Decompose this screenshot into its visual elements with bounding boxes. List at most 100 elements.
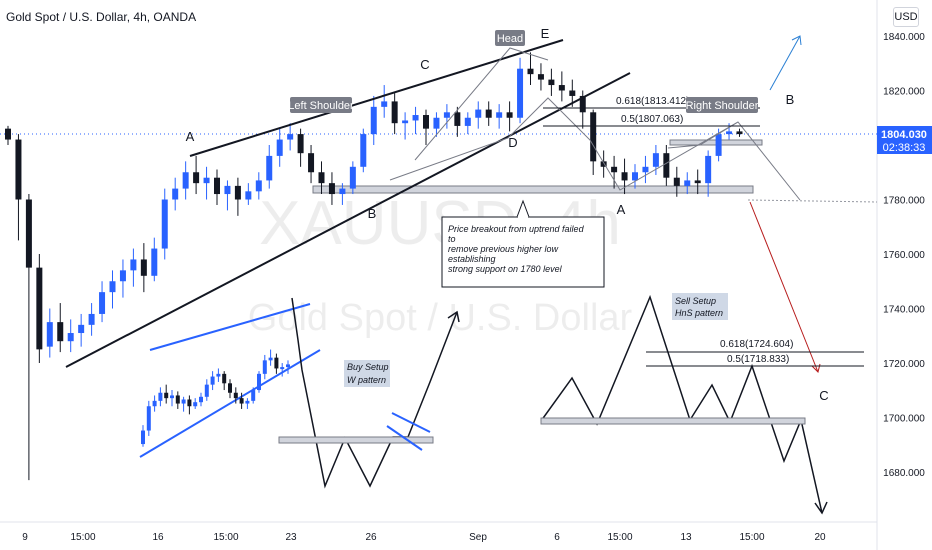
currency-button[interactable]: USD — [893, 7, 919, 27]
lower-trendline — [65, 72, 631, 368]
mini-candle — [233, 392, 238, 399]
y-tick-label: 1780.000 — [883, 196, 925, 207]
y-tick-label: 1820.000 — [883, 87, 925, 98]
last-price-badge: 1804.030 02:38:33 — [877, 126, 932, 154]
mini-candle — [199, 396, 203, 403]
candle-series — [5, 52, 743, 481]
mini-candle — [146, 406, 151, 431]
fib-upper-05-label: 0.5(1807.063) — [621, 114, 683, 125]
candle — [694, 169, 701, 195]
mini-candle — [216, 373, 221, 377]
candle — [527, 52, 534, 86]
mini-candle — [152, 400, 157, 407]
mini-candle — [222, 373, 227, 384]
candle — [46, 308, 53, 358]
mini-candle — [268, 357, 273, 361]
candle — [443, 104, 450, 129]
candle — [684, 172, 691, 195]
candle — [130, 248, 137, 287]
y-tick-label: 1740.000 — [883, 305, 925, 316]
mini-candle — [193, 402, 198, 407]
mini-candle — [280, 367, 285, 370]
candle — [391, 93, 398, 135]
fib-lower-05-label: 0.5(1718.833) — [727, 354, 789, 365]
x-tick-label: 26 — [365, 532, 377, 543]
candle — [36, 254, 43, 363]
candle — [454, 106, 461, 137]
mini-candle — [239, 398, 244, 404]
candle — [25, 194, 32, 481]
candle — [78, 313, 85, 347]
up-projection-arrow — [769, 35, 801, 91]
x-tick-label: 6 — [554, 532, 560, 543]
mini-candle — [170, 395, 174, 399]
watermark-description: Gold Spot / U.S. Dollar — [248, 297, 633, 339]
buy-setup-illustration: Buy Setup W pattern — [139, 297, 460, 489]
symbol-title[interactable]: Gold Spot / U.S. Dollar, 4h, OANDA — [6, 10, 197, 24]
candle — [161, 188, 168, 260]
sell-setup-illustration: 0.618(1724.604) 0.5(1718.833) Sell Setup… — [540, 293, 864, 515]
y-tick-label: 1680.000 — [883, 468, 925, 479]
candle — [88, 303, 95, 336]
svg-text:Head: Head — [497, 33, 523, 45]
mini-candle — [251, 390, 256, 401]
buy-setup-label: Buy Setup — [347, 362, 389, 372]
candle — [109, 270, 116, 309]
sell-setup-pattern: HnS pattern — [675, 308, 723, 318]
x-tick-label: Sep — [469, 532, 487, 543]
mini-candle — [175, 395, 180, 404]
candle — [517, 57, 524, 124]
candle — [537, 63, 544, 91]
mini-candle — [257, 373, 261, 391]
candle — [642, 155, 649, 184]
wave-label-b2: B — [786, 92, 795, 107]
left-shoulder-label: Left Shoulder — [288, 97, 354, 113]
note-line-4: establishing — [448, 254, 496, 264]
y-tick-label: 1840.000 — [883, 32, 925, 43]
mini-candle — [274, 357, 279, 369]
candle — [402, 112, 409, 140]
mini-candle — [210, 376, 215, 385]
candle — [621, 158, 628, 195]
mini-candle — [181, 399, 186, 404]
candle — [360, 128, 367, 173]
fib-lower-0618-label: 0.618(1724.604) — [720, 339, 793, 350]
x-axis-ticks: 9 15:00 16 15:00 23 26 Sep 6 15:00 13 15:00 20 — [22, 532, 826, 543]
candle — [600, 150, 607, 178]
candle — [224, 180, 231, 211]
fib-upper-0618-label: 0.618(1813.412) — [616, 96, 689, 107]
x-tick-label: 16 — [152, 532, 164, 543]
candle — [423, 109, 429, 145]
mini-candle — [164, 392, 169, 399]
candle — [475, 101, 482, 129]
y-axis-ticks: 1840.0001820.0001800.0001780.0001760.000… — [883, 32, 925, 479]
down-projection-arrowhead — [811, 363, 821, 373]
mini-candle — [245, 400, 250, 404]
wave-label-e: E — [541, 26, 550, 41]
note-line-1: Price breakout from uptrend failed — [448, 224, 585, 234]
candle — [182, 161, 189, 200]
x-tick-label: 13 — [680, 532, 692, 543]
mini-candle — [187, 399, 192, 407]
candle — [57, 303, 64, 353]
candle — [15, 134, 22, 241]
x-tick-label: 9 — [22, 532, 28, 543]
x-tick-label: 15:00 — [70, 532, 95, 543]
note-line-5: strong support on 1780 level — [448, 264, 563, 274]
candle — [276, 128, 283, 167]
wave-label-c1: C — [420, 57, 429, 72]
candle — [548, 68, 555, 96]
candle — [318, 161, 325, 195]
y-tick-label: 1720.000 — [883, 359, 925, 370]
mini-candle — [158, 392, 163, 401]
candle — [611, 155, 618, 189]
down-projection-arrow — [749, 201, 819, 373]
candle — [119, 259, 126, 298]
last-price-value: 1804.030 — [881, 129, 927, 141]
note-line-3: remove previous higher low — [448, 244, 559, 254]
wave-label-d: D — [508, 135, 517, 150]
wave-label-a2: A — [617, 202, 626, 217]
mini-candle — [262, 360, 267, 374]
candle — [328, 172, 335, 205]
